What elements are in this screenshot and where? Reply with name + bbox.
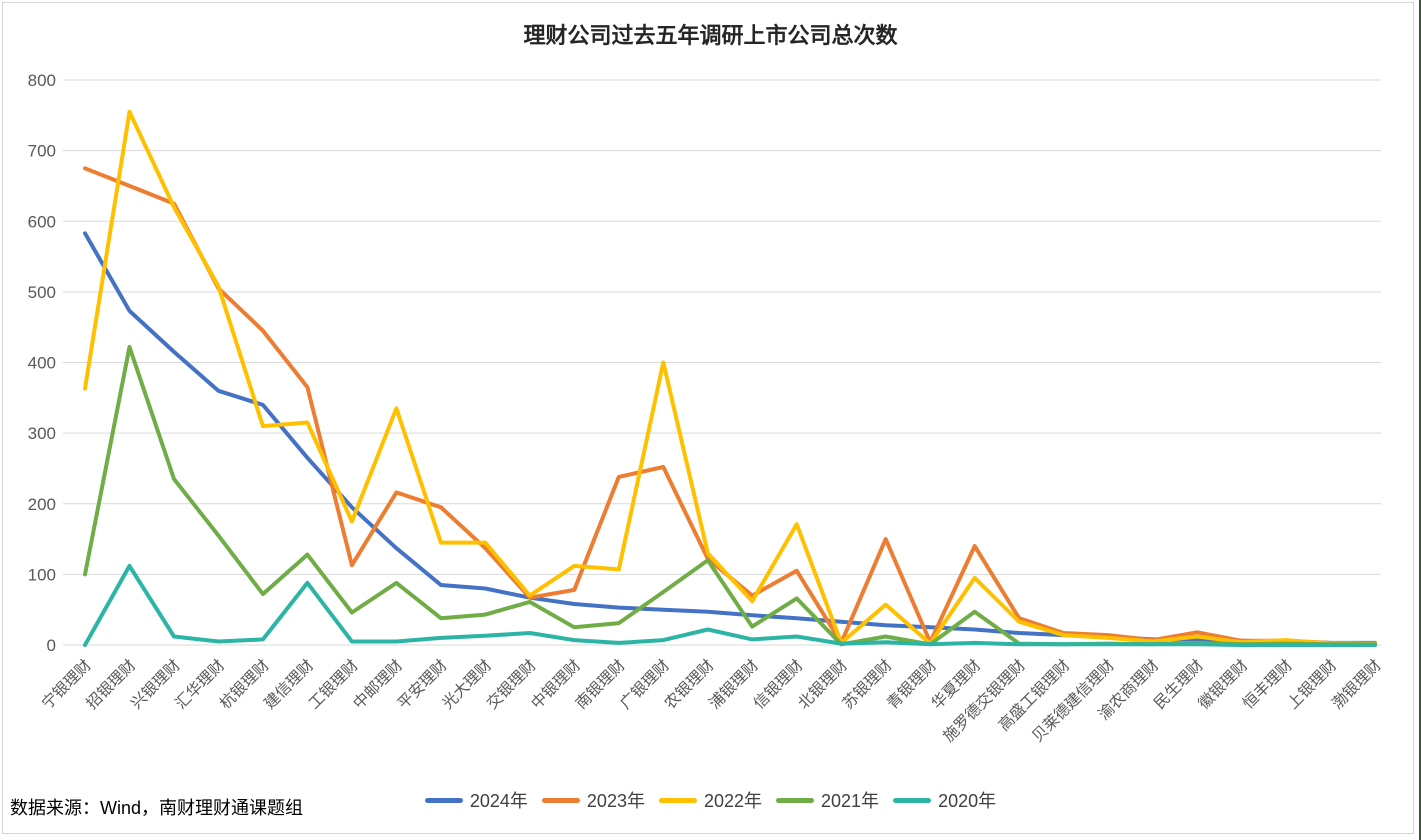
chart-legend: 2024年 2023年 2022年 2021年 2020年 [0,787,1421,813]
legend-label: 2022年 [703,791,763,811]
legend-line-marker [424,797,463,803]
y-axis-tick-label: 600 [28,212,56,231]
y-axis-tick-label: 300 [28,424,56,443]
legend-line-marker [776,797,815,803]
window-right-edge-strip [1419,0,1421,840]
legend-label: 2021年 [821,791,880,811]
y-axis-tick-label: 100 [28,565,56,584]
legend-item-2024年: 2024年 [424,787,528,813]
legend-line-marker [658,797,697,803]
legend-item-2023年: 2023年 [541,787,645,813]
legend-label: 2024年 [469,791,528,811]
series-line-2023年 [83,166,1377,646]
legend-item-2022年: 2022年 [658,787,763,813]
legend-line-marker [541,797,580,803]
legend-item-2021年: 2021年 [776,787,879,813]
y-axis-tick-label: 0 [47,636,56,655]
y-axis-tick-label: 400 [28,354,56,373]
legend-line-marker [893,797,932,803]
y-axis-tick-label: 200 [28,495,56,514]
x-axis-category-label: 施罗德交银理财 [940,656,1029,745]
legend-label: 2023年 [586,791,645,811]
legend-item-2020年: 2020年 [893,787,996,813]
y-axis-tick-label: 500 [28,283,56,302]
legend-label: 2020年 [938,791,997,811]
chart-title: 理财公司过去五年调研上市公司总次数 [523,23,898,48]
series-line-2020年 [83,563,1377,647]
data-source-note: 数据来源：Wind，南财理财通课题组 [10,798,304,818]
series-line-2022年 [83,109,1377,646]
y-axis-tick-label: 700 [28,142,56,161]
x-axis-category-label: 渤银理财 [1328,656,1385,713]
series-line-2021年 [83,345,1377,647]
x-axis-category-label: 贝莱德建信理财 [1028,656,1117,745]
y-axis-tick-label: 800 [28,71,56,90]
